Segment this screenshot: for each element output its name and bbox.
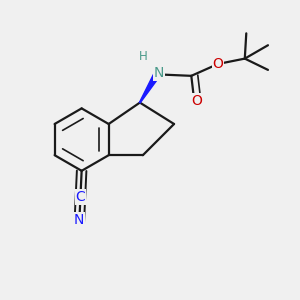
Text: O: O xyxy=(191,94,202,108)
Text: N: N xyxy=(74,213,84,227)
Text: H: H xyxy=(139,50,147,63)
Text: N: N xyxy=(153,67,164,80)
Polygon shape xyxy=(140,73,160,103)
Text: C: C xyxy=(76,190,85,204)
Text: O: O xyxy=(213,57,224,71)
